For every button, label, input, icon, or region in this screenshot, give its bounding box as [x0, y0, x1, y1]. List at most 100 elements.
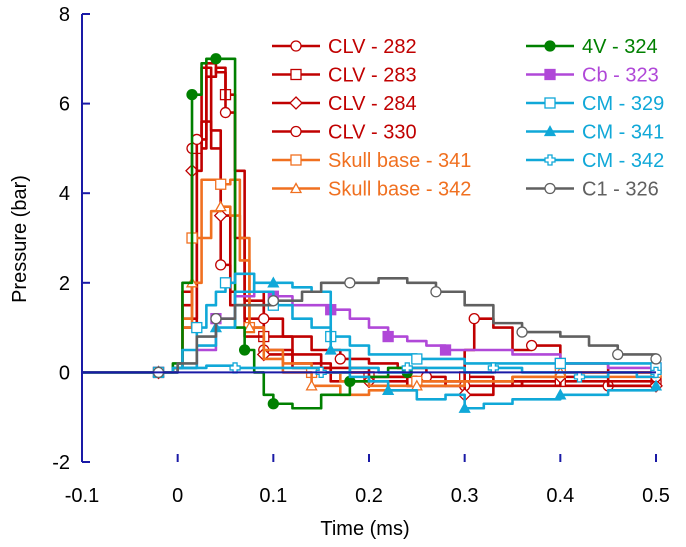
data-point [612, 348, 624, 361]
data-point [401, 362, 413, 374]
series-line [82, 66, 658, 388]
y-tick-label: 8 [59, 4, 70, 26]
legend-entry: CLV - 284 [272, 93, 417, 115]
legend: CLV - 282 CLV - 283 CLV - 284 CLV - 330 Skul… [272, 36, 664, 201]
data-point [487, 362, 500, 374]
data-point [411, 353, 423, 365]
legend-label: Skull base - 341 [328, 150, 471, 172]
data-point [238, 344, 251, 356]
data-point [344, 277, 356, 289]
legend-entry: Skull base - 341 [272, 150, 471, 172]
data-point [210, 53, 222, 65]
legend-swatch-marker [289, 182, 303, 194]
legend-label: CM - 329 [582, 93, 664, 115]
data-point [334, 353, 346, 365]
series-line [82, 205, 658, 397]
data-point [649, 379, 663, 391]
data-point [215, 259, 227, 271]
legend-label: Cb - 323 [582, 65, 659, 87]
data-point [258, 312, 270, 325]
data-point [215, 178, 227, 190]
series-8 [82, 272, 662, 379]
series-5 [82, 200, 663, 397]
x-tick-label: 0.1 [259, 485, 287, 507]
legend-entry: CLV - 282 [272, 36, 417, 58]
x-tick-label: 0.3 [451, 485, 479, 507]
series-11 [82, 277, 662, 379]
y-axis-title: Pressure (bar) [9, 175, 31, 303]
data-point [219, 277, 232, 289]
x-tick-label: 0.5 [642, 485, 670, 507]
data-point [430, 286, 442, 298]
series-1 [82, 66, 662, 388]
y-tick-label: 6 [59, 94, 70, 116]
data-point [650, 353, 662, 365]
legend-entry: Cb - 323 [526, 65, 659, 87]
legend-label: CLV - 330 [328, 122, 417, 144]
legend-entry: CM - 342 [526, 150, 664, 172]
data-point [210, 312, 222, 325]
series-line [82, 66, 658, 388]
y-tick-label: 4 [59, 183, 70, 205]
legend-swatch-marker [544, 68, 556, 81]
data-point [554, 388, 567, 400]
legend-swatch-marker [544, 182, 556, 195]
y-tick-label: -2 [52, 452, 70, 474]
plot-area [82, 53, 663, 413]
y-tick-label: 0 [59, 362, 70, 384]
legend-swatch-marker [544, 97, 556, 109]
legend-label: CLV - 283 [328, 65, 417, 87]
data-point [382, 383, 395, 395]
legend-label: CM - 341 [582, 122, 664, 144]
legend-swatch-marker [290, 40, 302, 52]
legend-label: CLV - 282 [328, 36, 417, 58]
legend-entry: CM - 329 [526, 93, 664, 115]
legend-entry: CLV - 330 [272, 122, 417, 144]
x-tick-label: -0.1 [65, 485, 99, 507]
data-point [219, 106, 232, 119]
data-point [243, 321, 256, 333]
axes: -0.1 0 0.1 0.2 0.3 0.4 0.5 -2 0 2 4 6 8 [52, 4, 670, 507]
data-point [468, 312, 480, 325]
legend-label: 4V - 324 [582, 36, 658, 58]
data-point [229, 362, 241, 374]
data-point [191, 321, 203, 334]
data-point [439, 344, 452, 356]
legend-label: CM - 342 [582, 150, 664, 172]
data-point [324, 343, 337, 355]
legend-swatch-marker [290, 154, 302, 166]
x-tick-label: 0 [172, 485, 183, 507]
data-point [267, 276, 280, 288]
data-point [554, 357, 566, 370]
legend-entry: C1 - 326 [526, 179, 659, 201]
data-point [267, 398, 279, 410]
legend-label: C1 - 326 [582, 179, 659, 201]
data-point [525, 339, 538, 352]
data-point [305, 379, 318, 391]
series-line [82, 277, 658, 374]
legend-swatch-marker [544, 40, 556, 52]
legend-swatch-marker [544, 154, 556, 166]
series-0 [82, 66, 662, 392]
data-point [214, 200, 227, 212]
data-point [267, 295, 279, 307]
data-point [382, 330, 394, 343]
data-point [186, 88, 198, 101]
data-point [213, 208, 228, 223]
x-axis-title: Time (ms) [320, 518, 409, 540]
legend-swatch-marker [543, 125, 557, 137]
data-point [516, 326, 528, 338]
y-tick-label: 2 [59, 273, 70, 295]
legend-label: CLV - 284 [328, 93, 417, 115]
legend-entry: 4V - 324 [526, 36, 658, 58]
legend-label: Skull base - 342 [328, 179, 471, 201]
legend-swatch-marker [290, 125, 302, 138]
data-point [458, 401, 471, 413]
x-tick-label: 0.4 [546, 485, 574, 507]
legend-entry: CM - 341 [526, 122, 664, 144]
legend-swatch-marker [290, 68, 302, 81]
legend-entry: Skull base - 342 [272, 179, 471, 201]
x-tick-label: 0.2 [355, 485, 383, 507]
legend-swatch-marker [289, 96, 303, 110]
